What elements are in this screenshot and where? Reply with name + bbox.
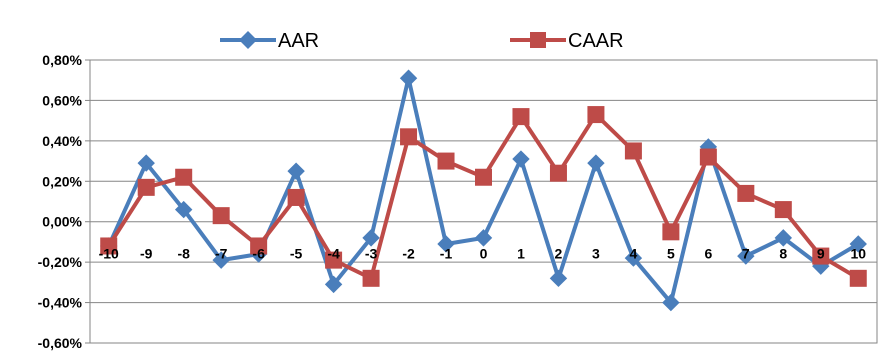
data-point-caar <box>325 251 343 269</box>
y-tick-label: 0,20% <box>42 173 82 189</box>
x-tick-label: -1 <box>440 246 453 262</box>
data-point-caar <box>512 108 530 126</box>
data-point-caar <box>549 164 567 182</box>
data-point-aar <box>174 200 193 219</box>
y-tick-label: 0,00% <box>42 214 82 230</box>
data-point-aar <box>362 229 380 247</box>
data-point-caar <box>437 152 455 170</box>
x-tick-label: -4 <box>327 246 340 262</box>
data-point-caar <box>475 168 492 186</box>
data-point-caar <box>699 148 717 166</box>
y-axis: 0,80% 0,60% 0,40% 0,20% 0,00% -0,20% -0,40% -0,… <box>38 52 90 351</box>
data-point-caar <box>175 168 193 186</box>
data-point-caar <box>137 178 155 196</box>
x-tick-label: -5 <box>290 246 303 262</box>
data-point-caar <box>849 269 867 287</box>
data-point-aar <box>324 275 343 294</box>
data-point-caar <box>587 106 605 124</box>
x-tick-label: -7 <box>215 246 228 262</box>
data-point-aar <box>549 269 568 288</box>
x-tick-label: 10 <box>850 246 866 262</box>
y-tick-label: -0,20% <box>38 254 83 270</box>
data-point-aar <box>474 229 493 247</box>
data-point-aar <box>587 154 605 172</box>
legend: AAR CAAR <box>220 30 624 52</box>
data-point-aar <box>624 249 643 267</box>
x-tick-label: 9 <box>817 246 825 262</box>
x-tick-label: 4 <box>630 246 638 262</box>
legend-aar-label: AAR <box>278 30 319 52</box>
data-point-caar <box>812 247 830 265</box>
data-point-aar <box>399 69 418 87</box>
data-point-caar <box>287 188 305 206</box>
x-tick-label: 7 <box>742 246 750 262</box>
x-tick-label: -9 <box>140 246 153 262</box>
y-tick-label: 0,80% <box>42 52 82 68</box>
data-point-caar <box>100 237 118 255</box>
data-point-caar <box>212 207 230 225</box>
x-tick-label: -6 <box>252 246 265 262</box>
data-point-caar <box>624 142 642 160</box>
data-point-caar <box>774 201 792 219</box>
y-tick-label: 0,40% <box>42 133 82 149</box>
x-tick-label: 6 <box>704 246 712 262</box>
series-group <box>100 69 867 312</box>
data-point-caar <box>737 184 755 202</box>
x-tick-label: -2 <box>402 246 415 262</box>
x-tick-label: 3 <box>592 246 600 262</box>
data-point-caar <box>362 269 380 287</box>
x-tick-label: -8 <box>177 246 190 262</box>
x-tick-label: 5 <box>667 246 675 262</box>
legend-caar-marker <box>530 32 546 48</box>
legend-aar-marker <box>239 31 257 49</box>
x-tick-label: 0 <box>480 246 488 262</box>
data-point-aar <box>774 229 793 247</box>
data-point-aar <box>849 235 867 253</box>
data-point-caar <box>250 237 268 255</box>
data-point-aar <box>212 251 230 269</box>
x-tick-label: 1 <box>517 246 525 262</box>
x-tick-label: 8 <box>779 246 787 262</box>
x-tick-label: -10 <box>99 246 119 262</box>
x-tick-label: -3 <box>365 246 378 262</box>
x-tick-label: 2 <box>555 246 563 262</box>
data-point-caar <box>400 128 418 146</box>
y-tick-label: -0,60% <box>38 335 83 351</box>
data-point-aar <box>287 162 305 180</box>
data-point-aar <box>737 247 755 265</box>
y-tick-label: -0,40% <box>38 295 83 311</box>
data-point-aar <box>512 150 530 168</box>
data-point-aar <box>662 293 680 312</box>
y-tick-label: 0,60% <box>42 92 82 108</box>
x-axis-labels: -10 -9 -8 -7 -6 -5 -4 -3 -2 -1 0 1 2 3 4 5 6 7 8 9 10 <box>99 246 867 262</box>
data-point-aar <box>437 235 455 253</box>
data-point-caar <box>662 223 680 241</box>
legend-caar-label: CAAR <box>568 30 624 52</box>
data-point-aar <box>137 154 155 172</box>
